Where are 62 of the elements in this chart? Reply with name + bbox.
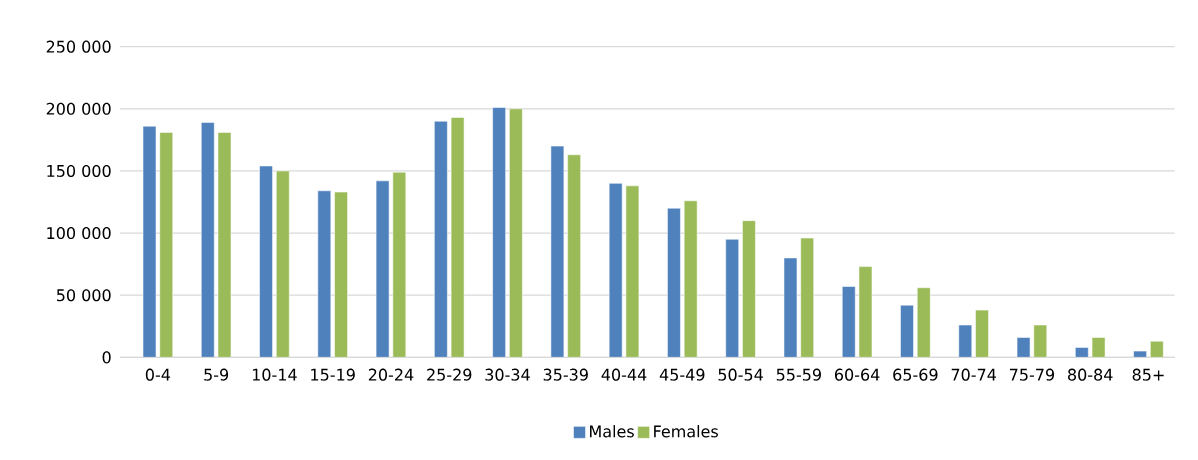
bar bbox=[317, 190, 332, 358]
bar bbox=[725, 239, 739, 358]
x-tick-label: 30-34 bbox=[485, 368, 530, 381]
y-tick-label: 0 bbox=[102, 351, 111, 364]
bar bbox=[1150, 340, 1164, 358]
x-tick-label: 5-9 bbox=[204, 368, 229, 381]
bar bbox=[217, 132, 232, 358]
bar bbox=[683, 200, 698, 358]
bar bbox=[142, 125, 157, 358]
bar bbox=[916, 287, 931, 358]
bar bbox=[334, 191, 348, 358]
x-tick-label: 40-44 bbox=[601, 368, 647, 381]
bar bbox=[800, 237, 814, 358]
bar bbox=[492, 107, 506, 358]
bar bbox=[550, 145, 565, 358]
x-tick-label: 0-4 bbox=[145, 368, 171, 381]
x-tick-label: 15-19 bbox=[311, 368, 355, 381]
bar bbox=[392, 171, 407, 358]
bar bbox=[625, 185, 640, 358]
bar bbox=[159, 132, 174, 358]
bar bbox=[1075, 347, 1089, 358]
x-tick-label: 50-54 bbox=[718, 368, 763, 381]
x-tick-label: 60-64 bbox=[834, 368, 880, 381]
bar bbox=[375, 180, 390, 358]
bar bbox=[841, 286, 856, 358]
x-tick-label: 55-59 bbox=[776, 368, 821, 381]
y-tick-label: 150 000 bbox=[47, 164, 111, 177]
x-tick-label: 25-29 bbox=[427, 368, 472, 381]
x-tick-label: 80-84 bbox=[1068, 368, 1113, 381]
y-tick-label: 100 000 bbox=[47, 227, 111, 240]
x-tick-label: 65-69 bbox=[893, 368, 938, 381]
bar bbox=[858, 266, 873, 358]
bar bbox=[667, 207, 681, 358]
bar bbox=[276, 170, 290, 358]
x-tick-label: 45-49 bbox=[659, 368, 705, 381]
bar bbox=[958, 324, 973, 358]
y-tick-label: 200 000 bbox=[46, 102, 111, 115]
bar bbox=[434, 120, 448, 358]
bar bbox=[1016, 337, 1031, 358]
bar bbox=[975, 309, 989, 358]
bar bbox=[509, 108, 523, 358]
bar bbox=[900, 304, 914, 358]
bar bbox=[1033, 324, 1048, 358]
bar bbox=[742, 220, 756, 358]
y-tick-label: 250 000 bbox=[46, 40, 111, 53]
x-tick-label: 10-14 bbox=[252, 368, 297, 381]
bar bbox=[450, 117, 465, 358]
bar bbox=[1133, 350, 1147, 358]
y-tick-label: 50 000 bbox=[56, 289, 111, 302]
x-tick-label: 70-74 bbox=[951, 368, 996, 381]
bar bbox=[1091, 337, 1106, 358]
legend-label: Females bbox=[654, 425, 718, 438]
bar bbox=[783, 257, 798, 358]
legend-label: Males bbox=[590, 425, 634, 438]
bar bbox=[201, 122, 215, 358]
bar bbox=[608, 183, 623, 358]
x-tick-label: 20-24 bbox=[368, 368, 414, 381]
x-tick-label: 85+ bbox=[1132, 368, 1164, 381]
bar bbox=[259, 165, 273, 358]
bar bbox=[567, 154, 581, 358]
x-tick-label: 75-79 bbox=[1009, 368, 1055, 381]
x-tick-label: 35-39 bbox=[543, 368, 588, 381]
